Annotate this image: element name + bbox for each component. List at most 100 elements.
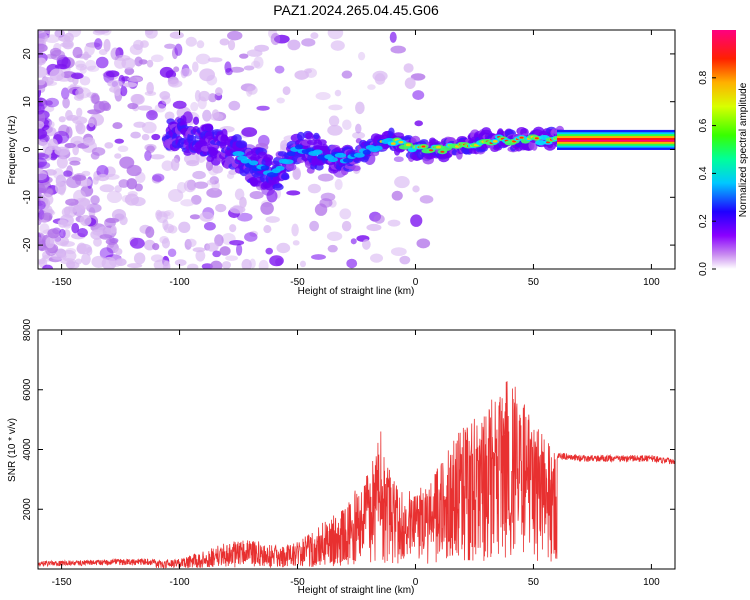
colorbar-tick-label: 0.8 <box>698 70 709 84</box>
heat-blob <box>311 254 326 260</box>
heat-blob <box>327 244 338 253</box>
heat-blob <box>192 61 199 73</box>
heat-blob <box>114 248 123 256</box>
heat-blob <box>208 93 217 103</box>
heat-blob <box>105 238 118 245</box>
heat-blob <box>355 123 362 134</box>
heat-blob <box>421 145 426 148</box>
heat-blob <box>189 214 201 220</box>
heat-blob <box>207 57 223 63</box>
heat-blob <box>107 80 123 88</box>
heat-blob <box>414 120 423 127</box>
heat-blob <box>195 53 211 65</box>
heat-blob <box>225 255 238 261</box>
heat-blob <box>121 195 132 203</box>
heat-blob <box>286 190 301 196</box>
heat-blob <box>328 104 343 111</box>
colorbar-tick-label: 0.2 <box>698 214 709 228</box>
heat-blob <box>351 165 361 172</box>
spectrogram-x-label: Height of straight line (km) <box>298 286 415 297</box>
heat-blob <box>104 142 114 149</box>
heat-blob <box>269 255 284 267</box>
x-tick-label: 100 <box>643 277 660 288</box>
heat-blob <box>274 65 285 74</box>
heat-blob <box>94 30 110 34</box>
heat-blob <box>65 248 77 255</box>
heat-blob <box>256 105 270 111</box>
heat-blob <box>258 259 269 269</box>
heat-blob <box>111 208 127 221</box>
heat-blob <box>535 140 546 146</box>
heat-blob <box>81 252 91 266</box>
heat-blob <box>206 187 223 198</box>
heat-blob <box>118 179 130 188</box>
heat-blob <box>90 92 100 104</box>
heat-blob <box>130 237 145 249</box>
colorbar-tick-label: 0.0 <box>698 262 709 276</box>
heat-blob <box>236 212 253 222</box>
heat-blob <box>38 173 50 184</box>
heat-blob <box>393 156 404 163</box>
y-tick-label: 10 <box>22 96 33 108</box>
heat-blob <box>245 86 253 97</box>
heat-blob <box>149 154 165 160</box>
heat-blob <box>76 107 83 118</box>
heat-blob <box>127 102 139 110</box>
y-tick-label: -10 <box>22 190 33 205</box>
heat-blob <box>86 65 100 72</box>
heat-blob <box>44 34 60 44</box>
colorbar-tick-label: 0.4 <box>698 166 709 180</box>
heat-blob <box>265 247 273 255</box>
heat-blob <box>47 228 60 239</box>
heat-blob <box>390 247 407 257</box>
heat-blob <box>161 238 170 249</box>
heat-blob <box>88 118 95 128</box>
heat-blob <box>192 247 206 253</box>
heat-blob <box>405 143 411 147</box>
heat-blob <box>145 226 155 238</box>
x-tick-label: 50 <box>528 577 540 588</box>
heat-blob <box>214 234 224 247</box>
heat-blob <box>190 101 199 112</box>
heat-blob <box>202 109 212 122</box>
heat-blob <box>309 220 320 232</box>
heat-blob <box>155 210 171 217</box>
heat-blob <box>81 170 91 177</box>
heat-blob <box>110 225 117 234</box>
heat-blob <box>45 100 53 106</box>
heat-blob <box>212 165 224 174</box>
heat-blob <box>339 208 352 220</box>
heat-blob <box>38 43 48 53</box>
heat-blob <box>412 90 425 100</box>
heat-blob <box>228 169 238 175</box>
x-tick-label: -150 <box>52 577 72 588</box>
heat-blob <box>310 32 319 40</box>
heat-blob <box>215 87 223 96</box>
heat-blob <box>185 238 197 248</box>
heat-blob <box>65 198 79 206</box>
y-tick-label: 20 <box>22 48 33 60</box>
heat-blob <box>254 44 270 52</box>
heat-blob <box>45 97 60 108</box>
heat-blob <box>239 196 247 209</box>
heat-blob <box>121 76 130 82</box>
heat-blob <box>198 90 211 102</box>
heat-blob <box>352 131 366 140</box>
heat-blob <box>53 130 70 144</box>
heat-blob <box>180 115 187 125</box>
heat-blob <box>49 68 65 82</box>
heat-blob <box>85 59 97 71</box>
heat-blob <box>146 59 154 68</box>
heat-blob <box>74 197 91 207</box>
heat-blob <box>169 31 184 39</box>
heat-blob <box>228 100 241 111</box>
heat-blob <box>390 142 396 145</box>
heat-blob <box>183 179 197 193</box>
heat-blob <box>93 100 106 113</box>
heat-blob <box>38 120 45 129</box>
heat-blob <box>191 194 202 205</box>
colorbar-gradient <box>712 30 736 269</box>
y-tick-label: 8000 <box>22 318 33 341</box>
heat-blob <box>192 170 206 180</box>
heat-blob <box>126 178 138 190</box>
